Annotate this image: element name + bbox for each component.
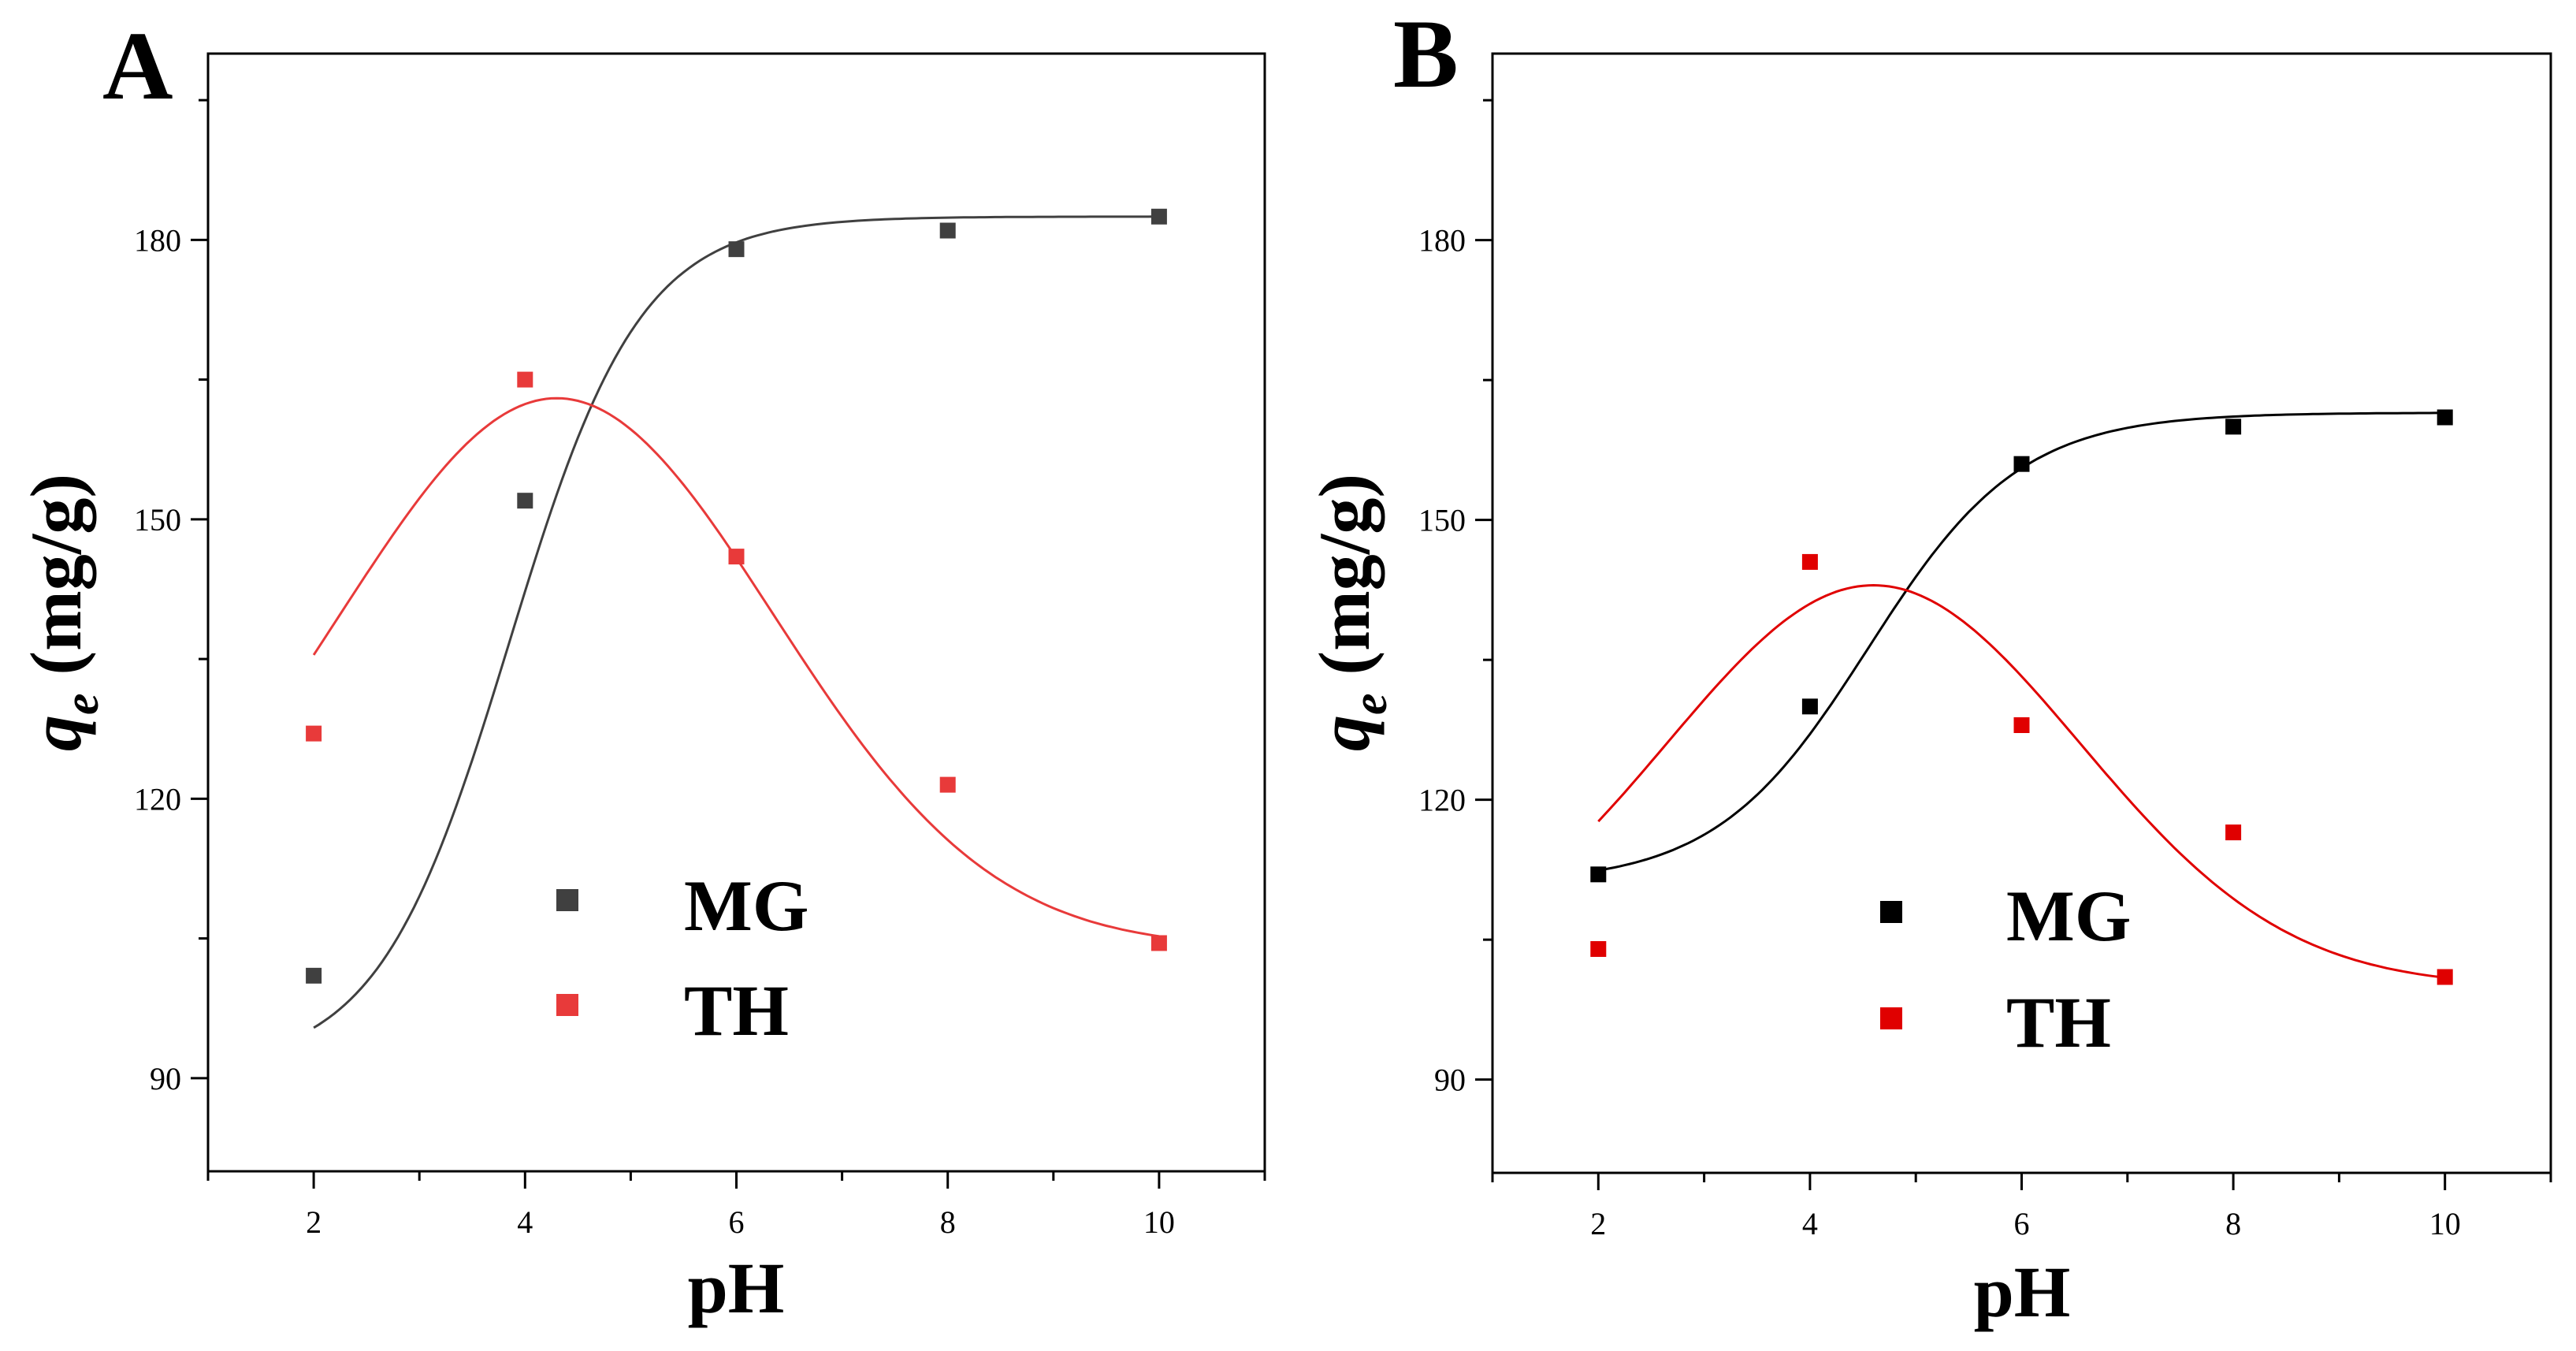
fit-curve-mg [1598,411,2445,872]
point-mg [1590,866,1607,883]
panel-a: A 2 4 6 8 10 90 120 150 180 pH qe (mg/g) MG TH [16,12,1266,1328]
panel-b: B 2 4 6 8 10 90 120 150 180 pH qe (mg/g) MG TH [1304,0,2552,1332]
x-tick-label: 10 [2429,1206,2461,1241]
point-mg [2225,419,2242,435]
tick-group: 2 4 6 8 10 90 120 150 180 [1418,99,2552,1241]
y-tick-label: 180 [134,222,181,258]
point-th [2013,717,2030,733]
legend-marker-th [1880,1007,1902,1029]
x-tick-label: 8 [940,1204,956,1240]
legend: MG TH [1880,876,2131,1063]
point-mg [728,241,745,258]
y-tick-label: 120 [1418,783,1466,818]
point-mg [1801,698,1818,715]
legend-marker-mg [556,889,578,911]
x-tick-label: 2 [306,1204,322,1240]
point-th [939,776,956,793]
point-th [1801,553,1818,570]
point-th [1150,935,1167,951]
legend-label-mg: MG [2006,876,2131,956]
x-tick-label: 2 [1590,1206,1606,1241]
y-tick-label: 90 [1434,1063,1466,1098]
legend: MG TH [556,865,808,1051]
data-points [1590,409,2453,985]
y-tick-label: 180 [1418,223,1466,259]
panel-letter: B [1393,0,1459,108]
legend-label-th: TH [684,970,789,1051]
y-axis-title: qe (mg/g) [16,474,109,751]
point-mg [939,222,956,239]
y-axis-title-units: (mg/g) [16,474,96,693]
y-axis-title-symbol: q [16,715,96,751]
point-mg [1150,208,1167,225]
x-tick-label: 8 [2225,1206,2241,1241]
point-th [2437,969,2453,985]
point-th [517,371,533,388]
fit-curve-th [1597,583,2445,979]
point-mg [2013,456,2030,472]
y-axis-title-subscript: e [55,693,109,715]
panel-letter: A [102,12,173,120]
y-tick-label: 120 [134,781,181,817]
x-tick-label: 10 [1143,1204,1175,1240]
x-tick-label: 6 [729,1204,745,1240]
point-th [1590,941,1607,957]
x-tick-label: 4 [1802,1206,1818,1241]
data-points [306,208,1167,984]
x-tick-label: 4 [517,1204,533,1240]
legend-marker-mg [1880,901,1902,923]
y-tick-label: 90 [150,1061,181,1096]
legend-label-th: TH [2006,982,2111,1063]
fit-curve-th [312,396,1160,938]
point-mg [306,967,322,984]
y-axis-title-subscript: e [1344,693,1397,715]
y-axis-title-symbol: q [1304,715,1385,751]
x-axis-title: pH [688,1248,785,1328]
point-mg [2437,409,2453,426]
point-th [2225,824,2242,841]
y-tick-label: 150 [134,502,181,538]
tick-group: 2 4 6 8 10 90 120 150 180 [134,99,1266,1240]
legend-label-mg: MG [684,865,808,946]
x-axis-title: pH [1974,1252,2071,1332]
point-mg [517,493,533,509]
x-tick-label: 6 [2014,1206,2030,1241]
y-tick-label: 150 [1418,503,1466,538]
y-axis-title: qe (mg/g) [1304,474,1397,751]
y-axis-title-units: (mg/g) [1304,474,1385,693]
point-th [306,725,322,742]
point-th [728,549,745,565]
legend-marker-th [556,994,578,1016]
